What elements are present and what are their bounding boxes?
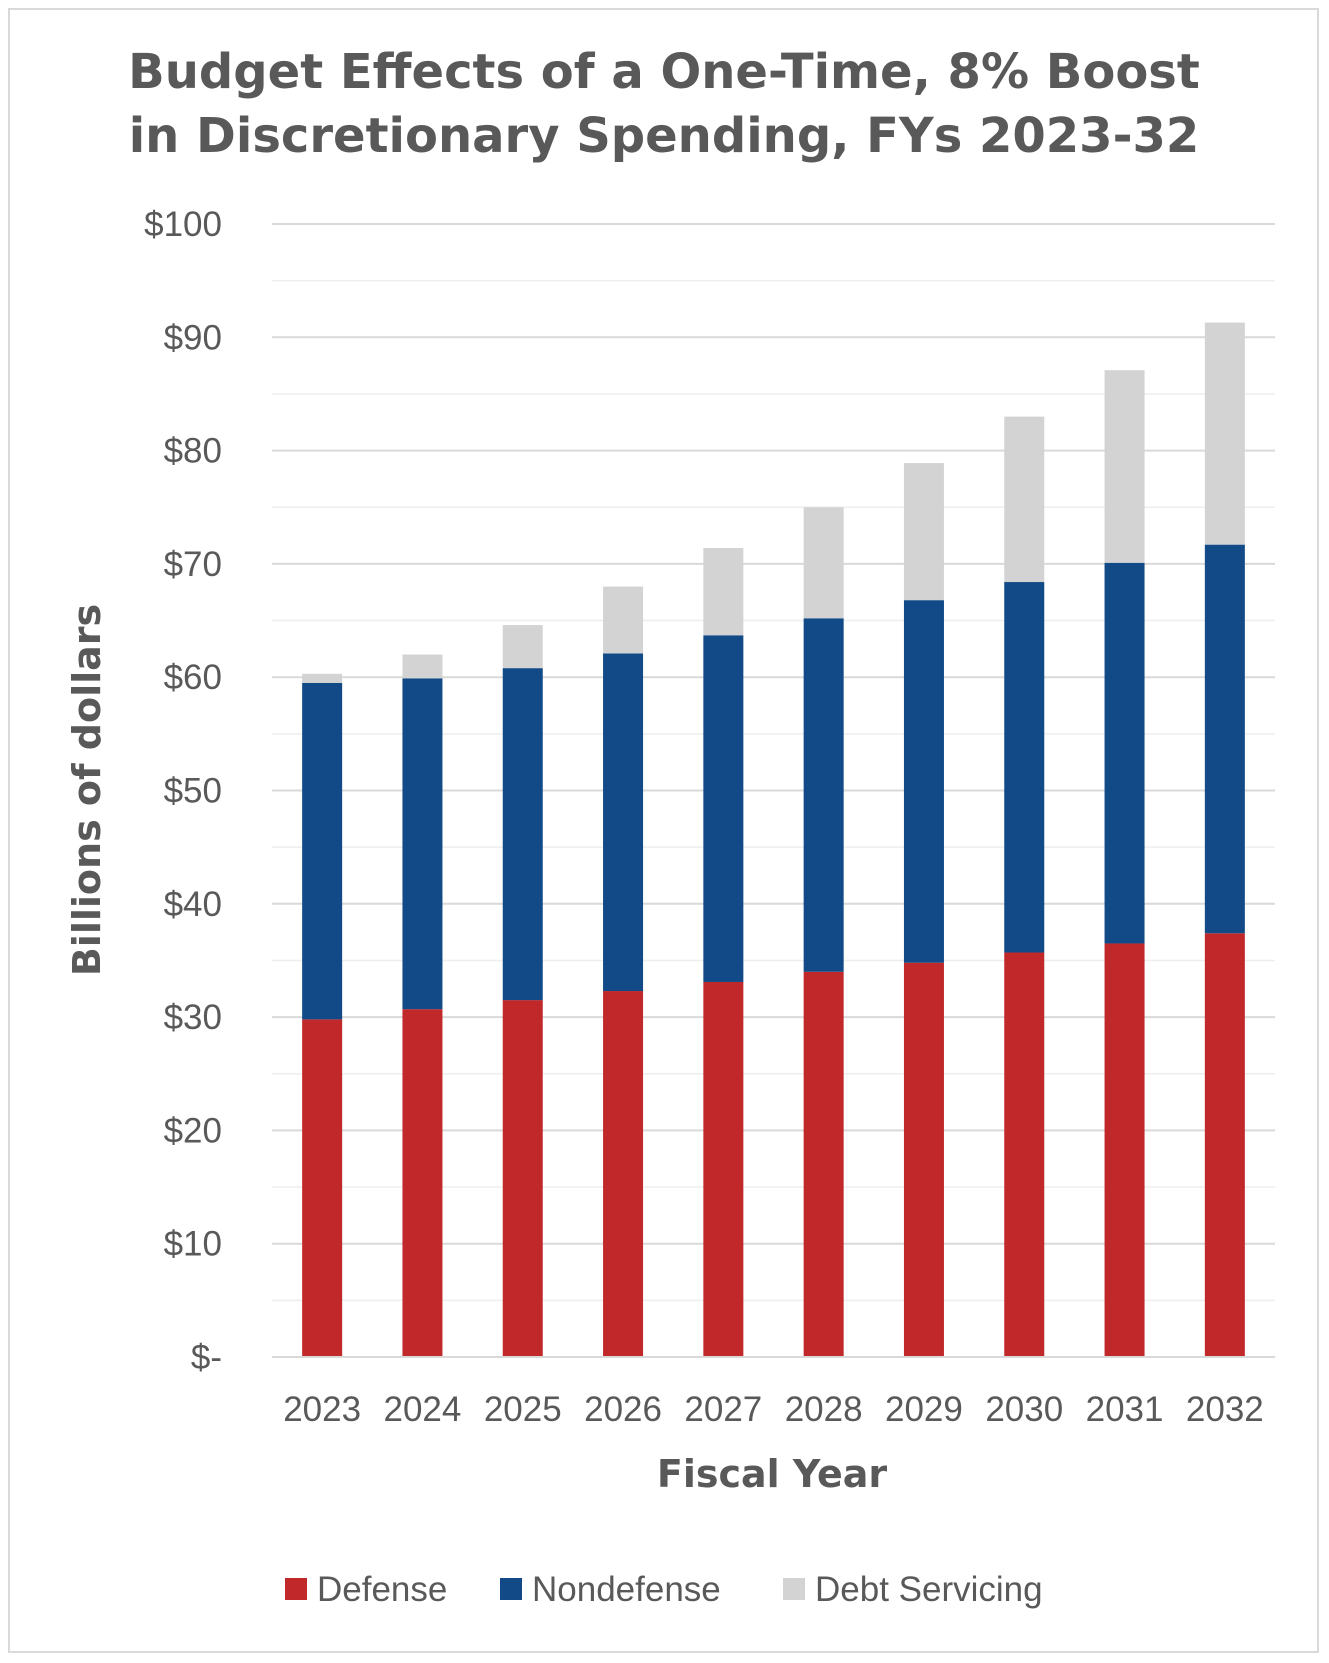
x-tick-label: 2023	[283, 1390, 361, 1429]
x-tick-label: 2028	[785, 1390, 863, 1429]
bar-defense	[903, 962, 944, 1357]
bar-defense	[402, 1009, 443, 1357]
y-tick-label: $10	[164, 1225, 222, 1264]
legend-label: Nondefense	[532, 1570, 721, 1609]
y-tick-label: $50	[164, 772, 222, 811]
bar-debt-servicing	[302, 673, 343, 683]
y-tick-label: $60	[164, 658, 222, 697]
chart-title: Budget Effects of a One-Time, 8% Boost in…	[128, 44, 1200, 164]
chart-frame	[8, 8, 1319, 1653]
y-tick-label: $-	[191, 1338, 222, 1377]
bar-nondefense	[903, 600, 944, 963]
x-tick-label: 2027	[684, 1390, 762, 1429]
x-tick-label: 2032	[1186, 1390, 1264, 1429]
bar-debt-servicing	[1204, 322, 1245, 545]
bar-debt-servicing	[903, 463, 944, 601]
bar-defense	[703, 981, 744, 1357]
x-tick-label: 2029	[885, 1390, 963, 1429]
bar-nondefense	[703, 635, 744, 982]
y-axis-title: Billions of dollars	[65, 604, 109, 976]
y-tick-label: $30	[164, 998, 222, 1037]
bar-nondefense	[1204, 544, 1245, 934]
bar-nondefense	[502, 668, 543, 1001]
bar-defense	[1204, 933, 1245, 1357]
bar-defense	[803, 971, 844, 1357]
bar-debt-servicing	[603, 586, 644, 654]
bar-debt-servicing	[1004, 416, 1045, 583]
bar-debt-servicing	[1104, 370, 1145, 563]
bar-debt-servicing	[502, 625, 543, 669]
bar-nondefense	[603, 653, 644, 992]
chart-title-line: in Discretionary Spending, FYs 2023-32	[129, 108, 1200, 164]
y-tick-label: $70	[164, 545, 222, 584]
y-tick-label: $100	[144, 205, 222, 244]
bar-debt-servicing	[803, 507, 844, 619]
legend-swatch	[783, 1578, 805, 1600]
legend-label: Debt Servicing	[815, 1570, 1043, 1609]
x-tick-label: 2025	[484, 1390, 562, 1429]
x-tick-label: 2026	[584, 1390, 662, 1429]
bar-debt-servicing	[703, 548, 744, 636]
bar-defense	[302, 1019, 343, 1357]
bar-debt-servicing	[402, 654, 443, 679]
bar-defense	[603, 991, 644, 1357]
x-tick-label: 2030	[985, 1390, 1063, 1429]
legend-swatch	[285, 1578, 307, 1600]
y-tick-label: $90	[164, 318, 222, 357]
bar-defense	[502, 1000, 543, 1357]
bar-nondefense	[803, 618, 844, 972]
x-axis-ticks: 2023 2024 2025 2026 2027 2028 2029 2030 2031 2032	[283, 1390, 1264, 1429]
y-tick-label: $80	[164, 432, 222, 471]
bar-nondefense	[1104, 562, 1145, 944]
y-tick-label: $20	[164, 1111, 222, 1150]
x-tick-label: 2024	[384, 1390, 462, 1429]
x-axis-title: Fiscal Year	[657, 1452, 887, 1496]
y-axis-ticks: $- $10 $20 $30 $40 $50 $60 $70 $80 $90 $100	[144, 205, 222, 1377]
legend-label: Defense	[317, 1570, 447, 1609]
bar-defense	[1104, 943, 1145, 1357]
chart-title-line: Budget Effects of a One-Time, 8% Boost	[128, 44, 1200, 100]
y-tick-label: $40	[164, 885, 222, 924]
x-tick-label: 2031	[1086, 1390, 1164, 1429]
bar-nondefense	[302, 682, 343, 1020]
bar-nondefense	[402, 678, 443, 1010]
legend: Defense Nondefense Debt Servicing	[285, 1570, 1043, 1609]
bar-defense	[1004, 952, 1045, 1357]
bars	[302, 322, 1245, 1357]
legend-swatch	[500, 1578, 522, 1600]
bar-nondefense	[1004, 582, 1045, 953]
